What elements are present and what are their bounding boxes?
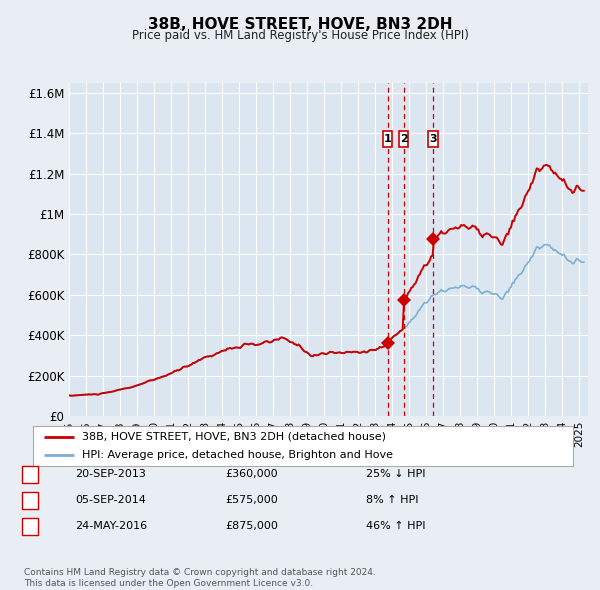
Bar (383, 131, 392, 148)
Text: 2: 2 (400, 134, 407, 144)
Text: 1: 1 (383, 134, 391, 144)
Text: £360,000: £360,000 (225, 470, 278, 479)
Text: 46% ↑ HPI: 46% ↑ HPI (366, 522, 425, 531)
Text: 25% ↓ HPI: 25% ↓ HPI (366, 470, 425, 479)
Text: 8% ↑ HPI: 8% ↑ HPI (366, 496, 419, 505)
Text: 38B, HOVE STREET, HOVE, BN3 2DH (detached house): 38B, HOVE STREET, HOVE, BN3 2DH (detache… (82, 432, 386, 442)
Text: 20-SEP-2013: 20-SEP-2013 (75, 470, 146, 479)
Text: 3: 3 (429, 134, 437, 144)
Text: HPI: Average price, detached house, Brighton and Hove: HPI: Average price, detached house, Brig… (82, 450, 392, 460)
Text: 24-MAY-2016: 24-MAY-2016 (75, 522, 147, 531)
Text: 38B, HOVE STREET, HOVE, BN3 2DH: 38B, HOVE STREET, HOVE, BN3 2DH (148, 17, 452, 31)
Bar (399, 131, 409, 148)
Text: 3: 3 (26, 522, 34, 531)
Text: Price paid vs. HM Land Registry's House Price Index (HPI): Price paid vs. HM Land Registry's House … (131, 30, 469, 42)
Bar (428, 131, 438, 148)
Text: Contains HM Land Registry data © Crown copyright and database right 2024.
This d: Contains HM Land Registry data © Crown c… (24, 568, 376, 588)
Text: £875,000: £875,000 (225, 522, 278, 531)
Text: 2: 2 (26, 496, 34, 505)
Text: 05-SEP-2014: 05-SEP-2014 (75, 496, 146, 505)
Text: 1: 1 (26, 470, 34, 479)
Text: £575,000: £575,000 (225, 496, 278, 505)
